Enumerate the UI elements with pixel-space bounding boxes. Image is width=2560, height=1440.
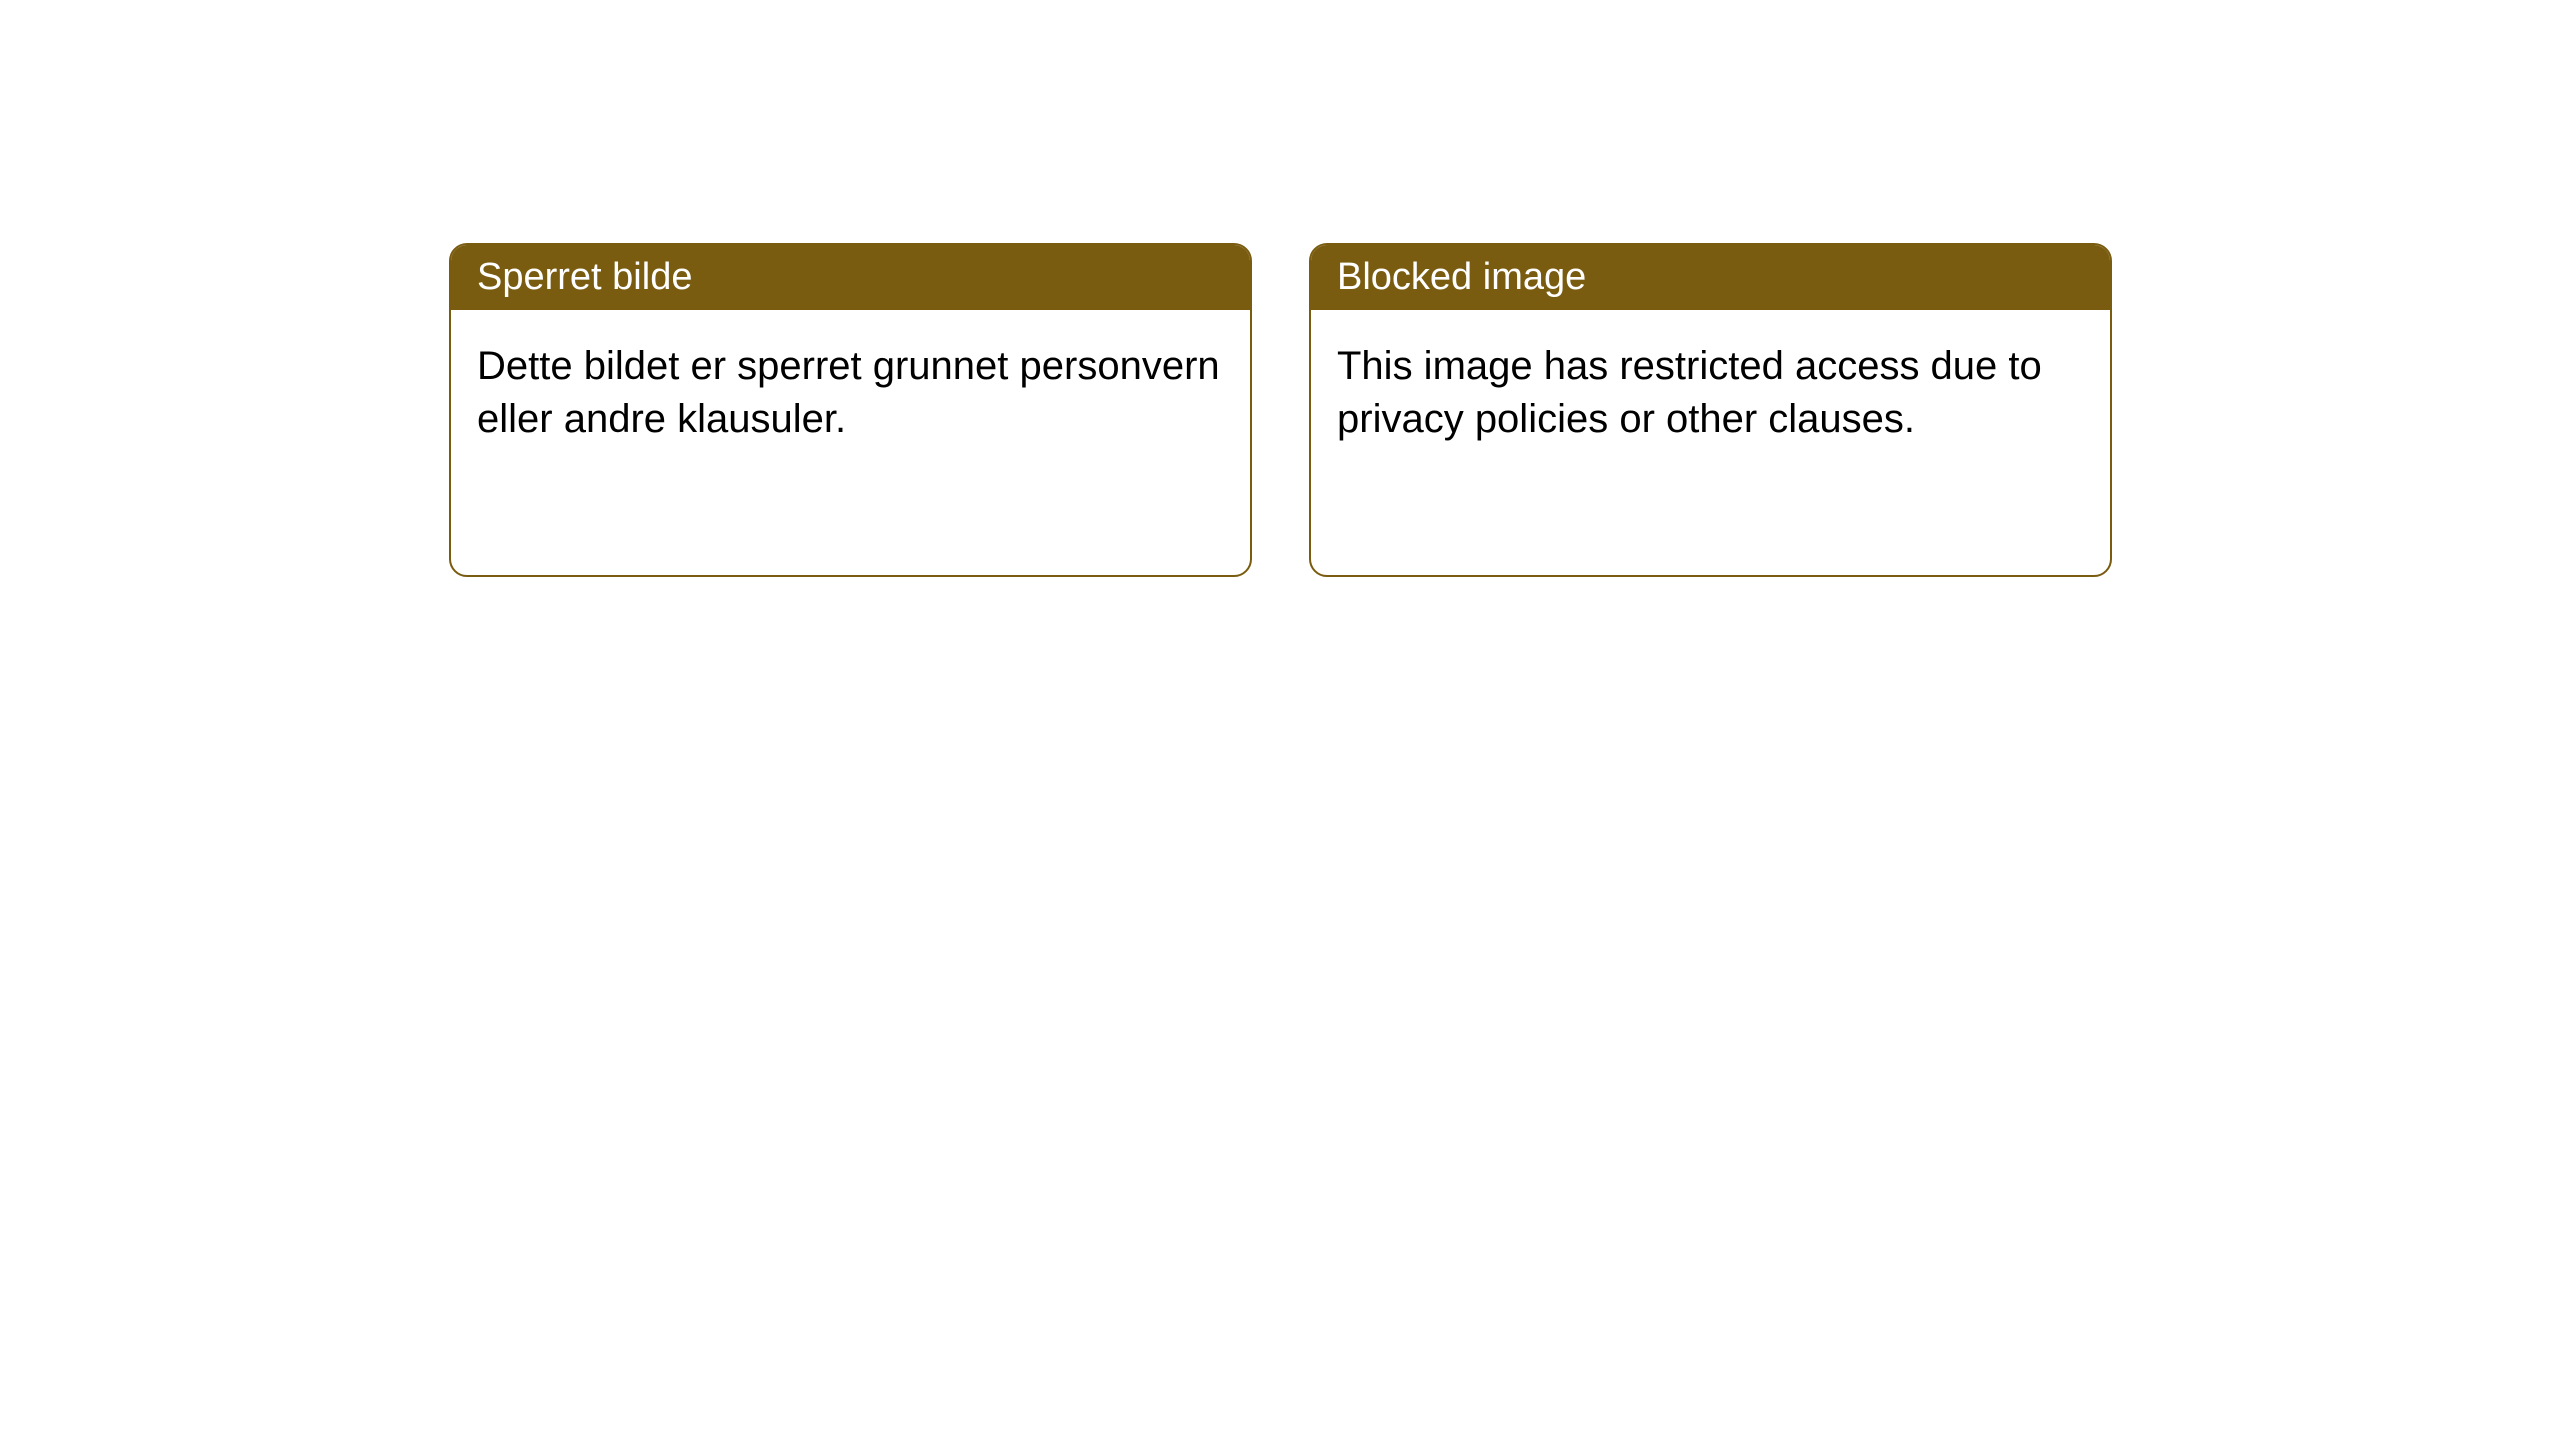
card-body-en: This image has restricted access due to … [1311, 310, 2110, 476]
card-header-en: Blocked image [1311, 245, 2110, 310]
blocked-image-card-en: Blocked image This image has restricted … [1309, 243, 2112, 577]
notice-cards-container: Sperret bilde Dette bildet er sperret gr… [449, 243, 2112, 577]
blocked-image-card-no: Sperret bilde Dette bildet er sperret gr… [449, 243, 1252, 577]
card-body-no: Dette bildet er sperret grunnet personve… [451, 310, 1250, 476]
card-header-no: Sperret bilde [451, 245, 1250, 310]
